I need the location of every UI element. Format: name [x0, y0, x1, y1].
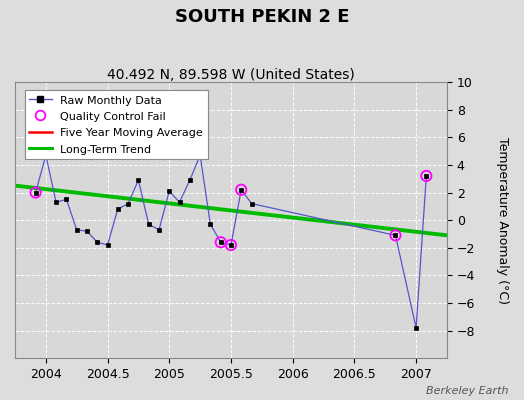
Text: Berkeley Earth: Berkeley Earth: [426, 386, 508, 396]
Text: SOUTH PEKIN 2 E: SOUTH PEKIN 2 E: [174, 8, 350, 26]
Y-axis label: Temperature Anomaly (°C): Temperature Anomaly (°C): [496, 137, 509, 304]
Legend: Raw Monthly Data, Quality Control Fail, Five Year Moving Average, Long-Term Tren: Raw Monthly Data, Quality Control Fail, …: [25, 90, 208, 159]
Point: [216, 239, 225, 246]
Point: [391, 232, 400, 238]
Point: [422, 173, 431, 179]
Point: [237, 186, 245, 193]
Title: 40.492 N, 89.598 W (United States): 40.492 N, 89.598 W (United States): [107, 68, 355, 82]
Point: [227, 242, 235, 248]
Point: [31, 189, 40, 196]
